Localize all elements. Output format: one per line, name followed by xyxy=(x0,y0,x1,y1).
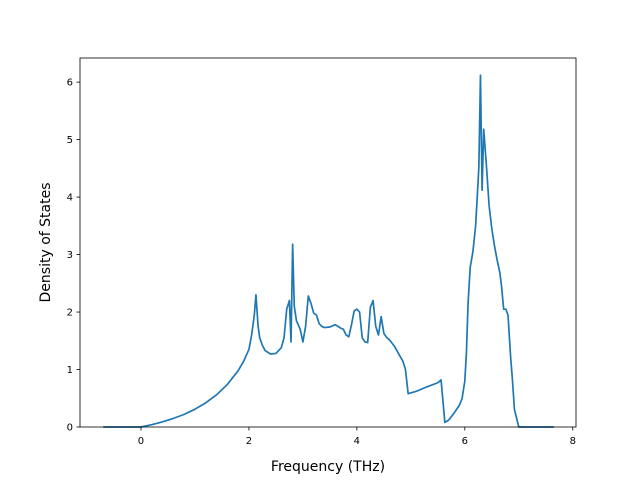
x-tick-label: 6 xyxy=(462,436,468,447)
x-tick-label: 8 xyxy=(570,436,576,447)
series-line-0 xyxy=(103,74,554,428)
y-tick-label: 3 xyxy=(67,250,73,261)
x-tick-label: 0 xyxy=(138,436,144,447)
y-tick-label: 0 xyxy=(67,423,73,434)
y-tick-label: 6 xyxy=(67,78,73,89)
plot-area-frame xyxy=(79,57,577,428)
y-tick-label: 2 xyxy=(67,308,73,319)
y-tick-label: 5 xyxy=(67,135,73,146)
x-tick-label: 2 xyxy=(246,436,252,447)
x-tick-label: 4 xyxy=(354,436,360,447)
y-axis-label: Density of States xyxy=(38,183,54,303)
y-tick-label: 1 xyxy=(67,365,73,376)
x-axis-label: Frequency (THz) xyxy=(271,459,385,475)
y-tick-label: 4 xyxy=(67,193,73,204)
